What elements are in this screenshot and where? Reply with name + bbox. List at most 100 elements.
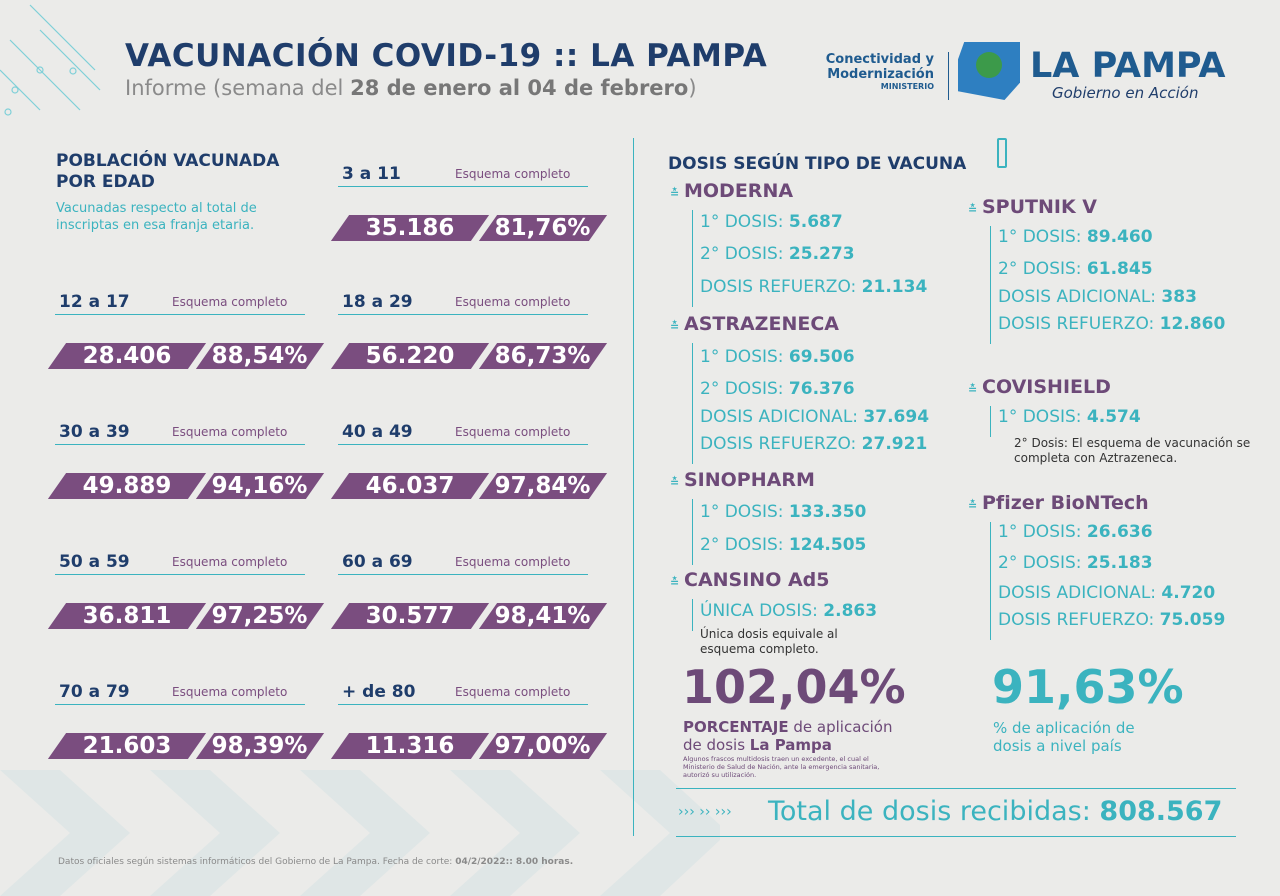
ministry-line1: Conectividad y xyxy=(825,52,934,67)
dose-value: 89.460 xyxy=(1086,227,1153,247)
local-label-rest: de aplicación xyxy=(793,718,893,736)
age-bar: 21.603 98,39% xyxy=(47,733,325,759)
chevron: ≛ xyxy=(968,499,978,512)
dose-label: DOSIS REFUERZO: xyxy=(700,434,857,454)
dose-row: 1° DOSIS: 4.574 xyxy=(998,407,1141,427)
local-footnote: Algunos frascos multidosis traen un exce… xyxy=(683,755,880,779)
dose-row: 1° DOSIS: 89.460 xyxy=(998,227,1153,247)
age-percent: 86,73% xyxy=(494,343,591,369)
decor-chevrons xyxy=(0,770,720,896)
age-range: 12 a 17 xyxy=(59,292,130,312)
age-bar: 49.889 94,16% xyxy=(47,473,325,499)
decor-lines xyxy=(0,4,101,116)
chevron: ≛ xyxy=(968,383,978,396)
dose-bracket xyxy=(692,499,693,565)
vaccine-name-text: MODERNA xyxy=(684,180,794,202)
dose-bracket xyxy=(692,210,693,307)
dose-value: 76.376 xyxy=(788,379,855,399)
dose-row: DOSIS ADICIONAL: 37.694 xyxy=(700,407,929,427)
age-underline xyxy=(55,574,305,575)
age-underline xyxy=(338,574,588,575)
dose-value: 21.134 xyxy=(861,277,928,297)
subtitle: Informe (semana del 28 de enero al 04 de… xyxy=(125,76,697,100)
vaccine-name: ≛ CANSINO Ad5 xyxy=(670,569,830,591)
dose-label: 2° DOSIS: xyxy=(998,553,1082,573)
age-count: 46.037 xyxy=(365,473,455,499)
dose-value: 5.687 xyxy=(788,212,843,232)
age-bar: 56.220 86,73% xyxy=(330,343,608,369)
dose-value: 2.863 xyxy=(823,601,878,621)
vaccine-name-text: ASTRAZENECA xyxy=(684,313,839,335)
age-count: 21.603 xyxy=(82,733,172,759)
total-arrows: ››› ›› ››› xyxy=(678,804,732,820)
dose-row: 2° DOSIS: 25.183 xyxy=(998,553,1153,573)
dose-row: ÚNICA DOSIS: 2.863 xyxy=(700,601,877,621)
dose-value: 124.505 xyxy=(788,535,867,555)
age-title-2: POR EDAD xyxy=(56,172,155,192)
dose-row: 2° DOSIS: 76.376 xyxy=(700,379,855,399)
dose-label: DOSIS REFUERZO: xyxy=(998,610,1155,630)
dose-label: ÚNICA DOSIS: xyxy=(700,601,818,621)
dose-value: 25.273 xyxy=(788,244,855,264)
dose-bracket xyxy=(990,522,991,640)
subtitle-suffix: ) xyxy=(688,76,697,100)
age-percent: 81,76% xyxy=(494,215,591,241)
dose-value: 25.183 xyxy=(1086,553,1153,573)
footer: Datos oficiales según sistemas informáti… xyxy=(58,857,573,867)
vaccine-name: ≛ SINOPHARM xyxy=(670,469,815,491)
chevron: ≛ xyxy=(670,187,680,200)
vaccine-name: ≛ Pfizer BioNTech xyxy=(968,492,1149,514)
age-range: 30 a 39 xyxy=(59,422,130,442)
footer-cutoff: 04/2/2022:: 8.00 horas. xyxy=(455,857,574,867)
age-label: Esquema completo xyxy=(455,295,571,309)
logo-map xyxy=(958,42,1020,100)
dose-value: 37.694 xyxy=(863,407,930,427)
chevron: ≛ xyxy=(670,320,680,333)
vaccine-name-text: COVISHIELD xyxy=(982,376,1111,398)
local-label-bold: PORCENTAJE xyxy=(683,718,789,736)
age-bar: 28.406 88,54% xyxy=(47,343,325,369)
age-percent: 97,84% xyxy=(494,473,591,499)
age-label: Esquema completo xyxy=(172,295,288,309)
dose-row: 1° DOSIS: 26.636 xyxy=(998,522,1153,542)
dose-label: DOSIS ADICIONAL: xyxy=(700,407,859,427)
age-underline xyxy=(338,314,588,315)
age-percent: 88,54% xyxy=(211,343,308,369)
chevron: ≛ xyxy=(968,203,978,216)
dose-bracket xyxy=(990,226,991,344)
logo-slogan: Gobierno en Acción xyxy=(1052,84,1199,102)
dose-label: DOSIS REFUERZO: xyxy=(998,314,1155,334)
age-percent: 97,00% xyxy=(494,733,591,759)
subtitle-prefix: Informe (semana del xyxy=(125,76,344,100)
vaccine-name: ≛ COVISHIELD xyxy=(968,376,1111,398)
title: VACUNACIÓN COVID-19 :: LA PAMPA xyxy=(125,38,768,74)
dose-label: 1° DOSIS: xyxy=(700,212,784,232)
age-percent: 98,39% xyxy=(211,733,308,759)
dose-row: DOSIS REFUERZO: 75.059 xyxy=(998,610,1225,630)
vaccine-title: DOSIS SEGÚN TIPO DE VACUNA xyxy=(668,154,967,174)
dose-bracket xyxy=(692,599,693,631)
vaccine-name-text: SPUTNIK V xyxy=(982,196,1098,218)
vaccine-name: ≛ ASTRAZENECA xyxy=(670,313,839,335)
age-range: 3 a 11 xyxy=(342,164,401,184)
local-label-place: La Pampa xyxy=(749,736,832,754)
total-label: Total de dosis recibidas: xyxy=(768,796,1091,827)
age-label: Esquema completo xyxy=(455,555,571,569)
dose-label: 2° DOSIS: xyxy=(700,379,784,399)
logo-tree xyxy=(976,52,1002,78)
dose-row: DOSIS REFUERZO: 27.921 xyxy=(700,434,927,454)
dose-bracket xyxy=(692,343,693,464)
dose-value: 133.350 xyxy=(788,502,867,522)
age-count: 56.220 xyxy=(365,343,455,369)
subtitle-dates: 28 de enero al 04 de febrero xyxy=(350,76,689,100)
age-underline xyxy=(55,704,305,705)
footer-source: Datos oficiales según sistemas informáti… xyxy=(58,857,453,867)
national-percent: 91,63% xyxy=(992,660,1184,714)
age-label: Esquema completo xyxy=(172,555,288,569)
vaccine-name: ≛ MODERNA xyxy=(670,180,793,202)
vaccine-note: 2° Dosis: El esquema de vacunación se co… xyxy=(1014,436,1251,465)
chevron: ≛ xyxy=(670,476,680,489)
total-value: 808.567 xyxy=(1099,796,1223,827)
